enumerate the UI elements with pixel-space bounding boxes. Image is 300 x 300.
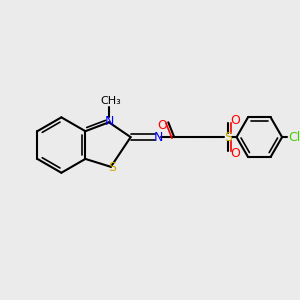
Text: Cl: Cl	[288, 130, 300, 144]
Text: O: O	[231, 114, 241, 127]
Text: O: O	[231, 148, 241, 160]
Text: CH₃: CH₃	[100, 95, 121, 106]
Text: N: N	[105, 115, 115, 128]
Text: S: S	[224, 130, 232, 144]
Text: S: S	[108, 161, 116, 174]
Text: N: N	[154, 130, 163, 144]
Text: O: O	[158, 119, 167, 132]
